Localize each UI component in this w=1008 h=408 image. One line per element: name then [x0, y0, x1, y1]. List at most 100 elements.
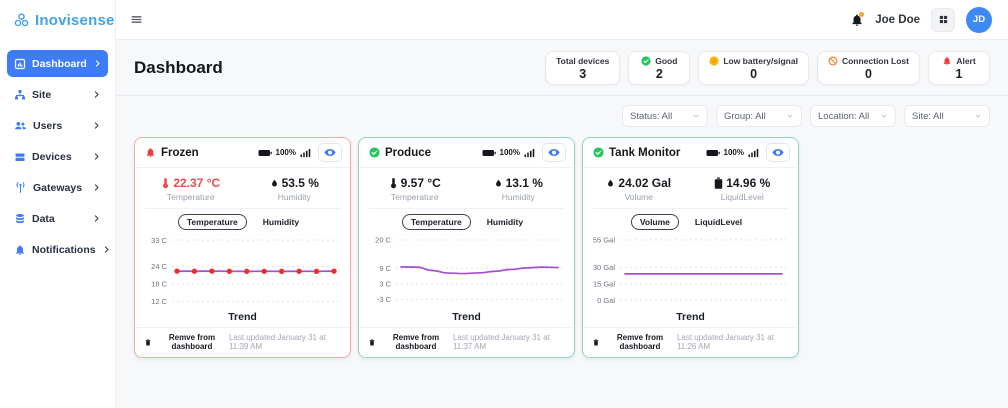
metric-value: 53.5 %	[281, 176, 319, 190]
tab-humidity[interactable]: Humidity	[262, 217, 300, 227]
tab-temperature[interactable]: Temperature	[177, 214, 247, 230]
trash-icon	[144, 338, 152, 347]
sidebar-item-label: Gateways	[33, 181, 83, 194]
metric-label: Humidity	[277, 192, 311, 202]
devices-icon	[14, 151, 26, 163]
view-device-eye-button[interactable]	[318, 143, 342, 162]
remove-from-dashboard-button[interactable]: Remve from dashboard	[144, 333, 229, 351]
brand-name: Inovisense	[35, 11, 115, 29]
sidebar-item-data[interactable]: Data	[7, 205, 108, 232]
chevron-right-icon	[92, 214, 101, 223]
status-filter-select[interactable]: Status: All	[622, 105, 708, 127]
user-avatar[interactable]: JD	[966, 6, 992, 33]
chevron-right-icon	[92, 121, 101, 130]
site-filter-select[interactable]: Site: All	[904, 105, 990, 127]
metric-label: Volume	[624, 192, 653, 202]
thermometer-icon	[161, 177, 170, 189]
tab-liquid-level[interactable]: LiquidLevel	[694, 217, 743, 227]
stat-value: 0	[864, 67, 872, 81]
sidebar-menu: Dashboard Site Users	[0, 40, 115, 263]
check-circle-icon	[641, 56, 651, 66]
svg-text:9 C: 9 C	[379, 264, 391, 273]
chevron-right-icon	[92, 152, 101, 161]
data-icon	[14, 213, 26, 225]
signal-bars-icon	[748, 148, 759, 158]
signal-bars-icon	[524, 148, 535, 158]
sidebar-item-label: Notifications	[32, 243, 96, 256]
trend-chart: 20 C 9 C 3 C -3 C	[363, 234, 568, 310]
stat-card-alert: Alert 1	[928, 51, 990, 85]
stat-value: 1	[955, 67, 963, 81]
remove-from-dashboard-button[interactable]: Remve from dashboard	[368, 333, 453, 351]
device-name: Frozen	[161, 146, 199, 159]
svg-text:18 C: 18 C	[151, 280, 167, 289]
svg-text:3 C: 3 C	[379, 280, 391, 289]
main-content: Dashboard Total devices 3 Good 2 Low bat…	[116, 40, 1008, 408]
location-filter-select[interactable]: Location: All	[810, 105, 896, 127]
filter-value: Site: All	[912, 110, 944, 122]
droplet-icon	[606, 178, 615, 189]
sidebar-item-gateways[interactable]: Gateways	[7, 174, 108, 201]
droplet-icon	[270, 178, 279, 189]
metric-value: 14.96 %	[726, 176, 771, 190]
notifications-bell-icon[interactable]	[850, 11, 865, 27]
filter-bar: Status: All Group: All Location: All Sit…	[134, 105, 990, 127]
stat-card-low-battery-signal: Low battery/signal 0	[698, 51, 809, 85]
last-updated-text: Last updated January 31 at 11:26 AM	[676, 333, 774, 351]
chevron-down-icon	[880, 112, 888, 120]
sidebar-item-users[interactable]: Users	[7, 112, 108, 139]
hamburger-menu-icon[interactable]	[126, 9, 147, 30]
stat-label: Low battery/signal	[723, 56, 798, 66]
svg-text:0 Gal: 0 Gal	[597, 296, 615, 305]
stat-value: 2	[655, 67, 663, 81]
battery-icon	[482, 148, 496, 158]
brand-logo: Inovisense	[0, 0, 115, 40]
metric-label: LiquidLevel	[720, 192, 764, 202]
svg-text:20 C: 20 C	[375, 236, 391, 245]
metric-label: Temperature	[390, 192, 439, 202]
stat-card-connection-lost: Connection Lost 0	[816, 51, 920, 85]
view-device-eye-button[interactable]	[542, 143, 566, 162]
metric-label: Humidity	[501, 192, 535, 202]
header-divider	[116, 95, 1008, 96]
tab-temperature[interactable]: Temperature	[401, 214, 471, 230]
apps-grid-button[interactable]	[931, 7, 955, 32]
trash-icon	[592, 338, 600, 347]
sidebar-item-label: Data	[32, 212, 55, 225]
alert-bell-icon	[942, 56, 952, 66]
sidebar-item-dashboard[interactable]: Dashboard	[7, 50, 108, 77]
topbar: Joe Doe JD	[116, 0, 1008, 40]
tab-volume[interactable]: Volume	[630, 214, 679, 230]
page-title: Dashboard	[134, 58, 223, 77]
view-device-eye-button[interactable]	[766, 143, 790, 162]
battery-icon	[258, 148, 272, 158]
sidebar-item-site[interactable]: Site	[7, 81, 108, 108]
last-updated-text: Last updated January 31 at 11:39 AM	[228, 333, 326, 351]
metric-label: Temperature	[166, 192, 215, 202]
thermometer-icon	[389, 177, 398, 189]
chart-x-label: Trend	[228, 311, 257, 323]
user-name: Joe Doe	[875, 13, 920, 26]
chevron-down-icon	[786, 112, 794, 120]
group-filter-select[interactable]: Group: All	[716, 105, 802, 127]
sidebar: Inovisense Dashboard Site Users	[0, 0, 116, 408]
sidebar-item-notifications[interactable]: Notifications	[7, 236, 109, 263]
trash-icon	[368, 338, 376, 347]
chevron-right-icon	[93, 59, 102, 68]
tab-humidity[interactable]: Humidity	[486, 217, 524, 227]
battery-percent: 100%	[275, 148, 296, 157]
stat-label: Connection Lost	[841, 56, 909, 66]
svg-text:24 C: 24 C	[151, 262, 167, 271]
remove-from-dashboard-button[interactable]: Remve from dashboard	[592, 333, 677, 351]
slash-circle-icon	[828, 56, 838, 66]
sidebar-item-devices[interactable]: Devices	[7, 143, 108, 170]
notifications-bell-icon	[14, 244, 26, 256]
metric-value: 9.57 °C	[400, 176, 441, 190]
svg-text:30 Gal: 30 Gal	[593, 263, 615, 272]
dashboard-icon	[14, 58, 26, 70]
stat-card-good: Good 2	[628, 51, 691, 85]
sidebar-item-label: Users	[33, 119, 63, 132]
svg-text:15 Gal: 15 Gal	[593, 279, 615, 288]
stat-label: Good	[655, 56, 678, 66]
device-card-tank-monitor: Tank Monitor 100% 24.02 Gal Volume	[582, 137, 799, 358]
